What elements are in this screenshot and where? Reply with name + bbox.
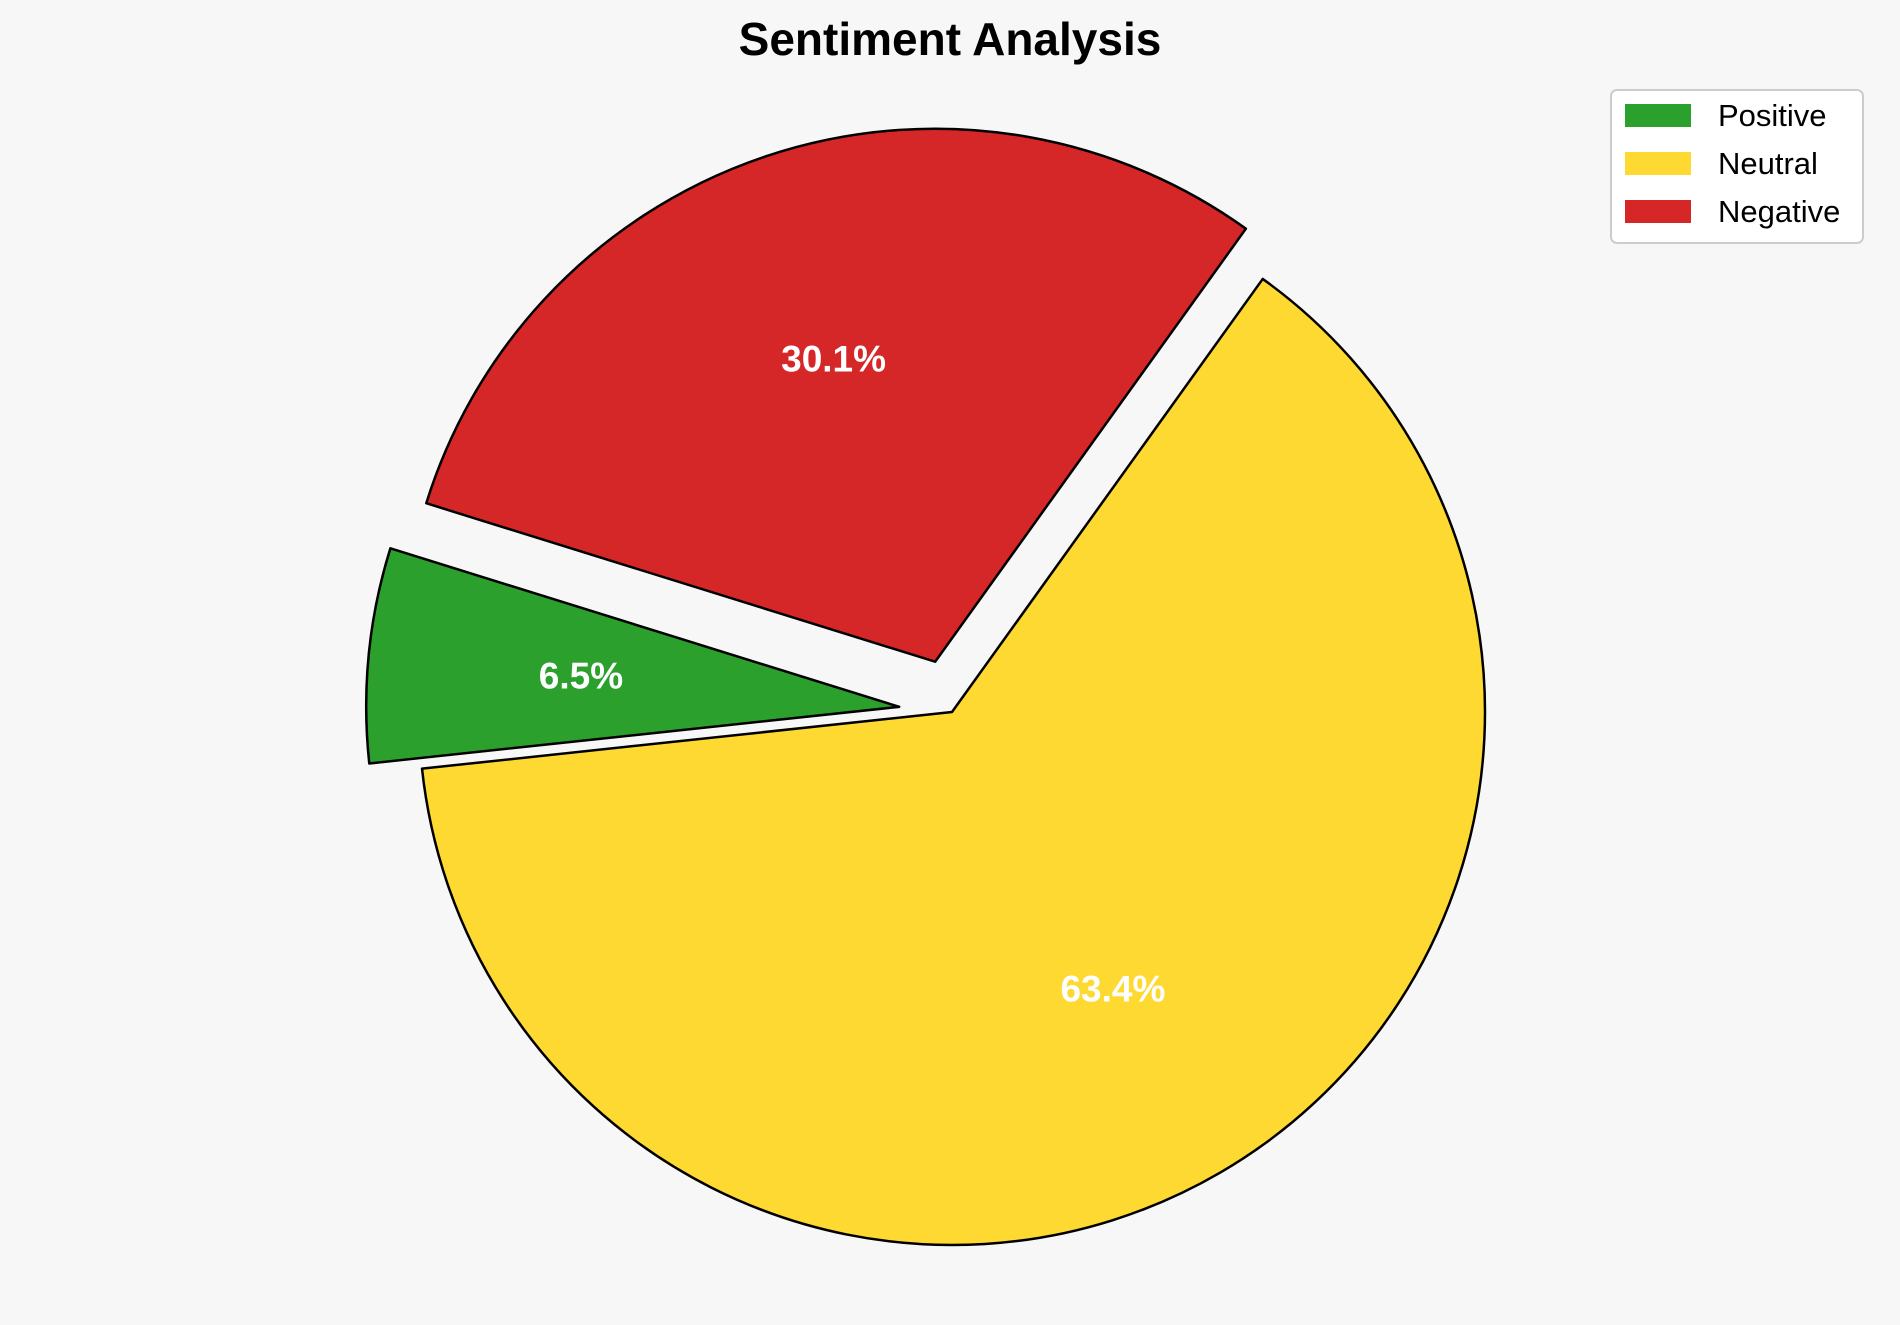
pie-slices [365,127,1487,1247]
chart-title: Sentiment Analysis [739,13,1162,65]
pie-slice-neutral [420,277,1487,1247]
legend-swatch-negative [1625,200,1691,223]
pie-slice-positive [365,547,901,765]
legend-swatch-positive [1625,104,1691,127]
legend-swatch-neutral [1625,152,1691,175]
pie-percent-labels: 6.5% 63.4% 30.1% [539,339,1166,1010]
pie-label-positive: 6.5% [539,656,623,697]
legend-label-neutral: Neutral [1718,146,1818,181]
legend-label-negative: Negative [1718,194,1840,229]
pie-label-neutral: 63.4% [1060,968,1165,1009]
pie-slice-negative [425,127,1248,663]
legend: Positive Neutral Negative [1610,89,1864,244]
pie-label-negative: 30.1% [781,339,886,380]
legend-label-positive: Positive [1718,98,1827,133]
